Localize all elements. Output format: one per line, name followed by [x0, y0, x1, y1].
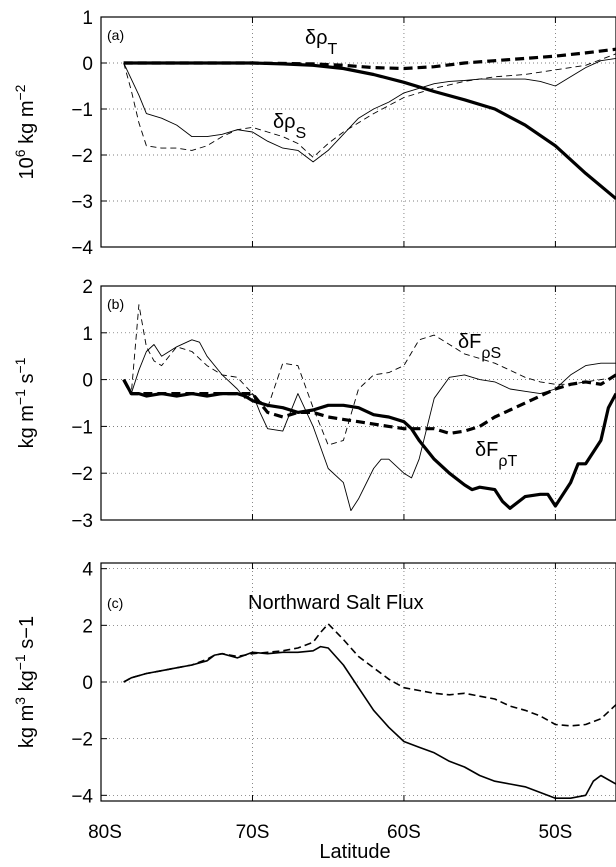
y-tick-label: −4: [71, 786, 93, 807]
y-tick-label: −2: [71, 146, 93, 167]
panel-a: 1 0 −1 −2 −3 −4 (a) 106 kg m−2 δρT δρS: [12, 8, 616, 259]
panel-b-series: [122, 304, 616, 512]
annotation-dF-rho-s: δFρS: [458, 331, 501, 362]
y-tick-label: 0: [82, 54, 93, 75]
y-tick-label: −2: [71, 464, 93, 485]
panel-a-frame: [100, 16, 616, 248]
panel-b-frame: [100, 285, 616, 521]
panel-a-label: (a): [107, 27, 124, 43]
panel-c-label: (c): [107, 595, 123, 611]
series-line: [123, 61, 616, 200]
panel-c: 4 2 0 −2 −4 (c) Northward Salt Flux kg m3 kg…: [12, 560, 616, 807]
panel-a-xticks: [100, 17, 556, 247]
panel-b-yticks: 2 1 0 −1 −2 −3: [71, 277, 107, 532]
y-tick-label: 2: [82, 277, 93, 298]
y-tick-label: −3: [71, 192, 93, 213]
series-line: [123, 47, 616, 71]
y-tick-label: −3: [71, 511, 93, 532]
panel-b-xticks: [100, 286, 556, 520]
y-tick-label: −2: [71, 730, 93, 751]
y-tick-label: −1: [71, 100, 93, 121]
panel-a-yticks: 1 0 −1 −2 −3 −4: [71, 8, 107, 259]
y-tick-label: −1: [71, 417, 93, 438]
y-tick-label: 0: [82, 371, 93, 392]
panel-c-series: [123, 623, 616, 800]
y-tick-label: 2: [82, 616, 93, 637]
panel-a-series: [123, 47, 616, 200]
panel-b-grid: [101, 286, 616, 520]
x-axis-label: Latitude: [319, 841, 390, 863]
series-line: [123, 623, 616, 727]
y-tick-label: 4: [82, 560, 93, 581]
panel-b: 2 1 0 −1 −2 −3 (b) kg m−1 s−1 δFρS δFρT: [12, 277, 616, 532]
panel-c-title: Northward Salt Flux: [248, 592, 424, 614]
y-tick-label: 0: [82, 673, 93, 694]
y-tick-label: −4: [71, 238, 93, 259]
panel-c-xticks: [100, 563, 556, 801]
annotation-drho-s: δρS: [273, 111, 306, 142]
annotation-dF-rho-t: δFρT: [475, 439, 517, 470]
panel-a-grid: [101, 17, 616, 247]
series-line: [123, 53, 616, 158]
y-tick-label: 1: [82, 324, 93, 345]
panel-c-yticks: 4 2 0 −2 −4: [71, 560, 107, 807]
series-line: [123, 645, 616, 800]
panel-b-ylabel: kg m−1 s−1: [12, 357, 38, 448]
series-line: [122, 378, 616, 510]
x-tick-labels: 80S 70S 60S 50S: [88, 822, 572, 843]
panel-c-ylabel: kg m3 kg−1 s−1: [12, 616, 38, 748]
y-tick-label: 1: [82, 8, 93, 29]
annotation-drho-t: δρT: [305, 27, 338, 58]
series-line: [123, 304, 616, 446]
series-line: [122, 373, 616, 435]
panel-b-label: (b): [107, 296, 124, 312]
x-tick-label: 50S: [539, 822, 573, 843]
series-line: [123, 57, 616, 163]
x-tick-label: 80S: [88, 822, 122, 843]
series-line: [123, 339, 616, 512]
x-tick-label: 70S: [236, 822, 270, 843]
panel-a-ylabel: 106 kg m−2: [12, 84, 38, 179]
x-tick-label: 60S: [387, 822, 421, 843]
